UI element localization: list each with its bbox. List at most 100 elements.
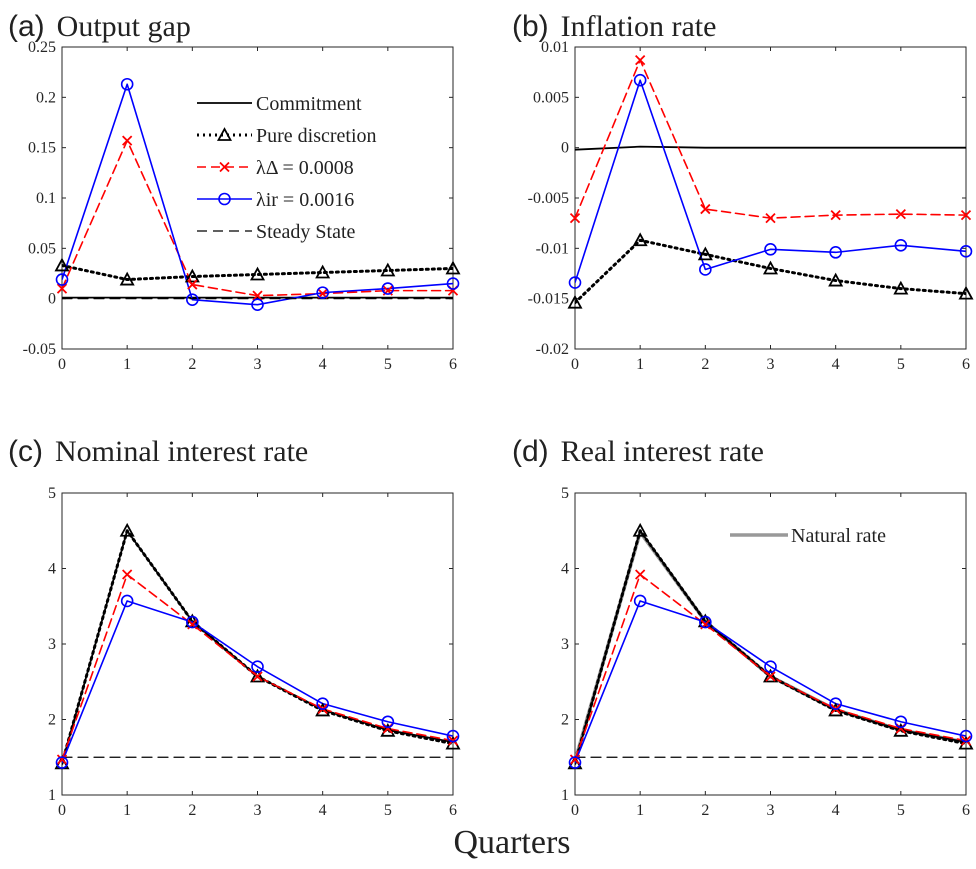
axes-box: [574, 46, 967, 350]
data-point-lambda_delta: [569, 212, 581, 224]
data-point-lambda_delta: [960, 209, 972, 221]
panel-title: (b) Inflation rate: [512, 10, 716, 43]
data-point-lambda_ir: [251, 660, 264, 673]
series-line-commitment: [575, 529, 966, 765]
legend-label-pure_discretion: Pure discretion: [256, 125, 377, 147]
y-tick-label: -0.01: [536, 240, 569, 257]
y-tick-label: 0.005: [533, 89, 569, 106]
series-line-lambda_delta: [575, 59, 966, 219]
series-group: [62, 529, 453, 765]
data-point-pure_discretion: [315, 264, 331, 279]
y-tick-label: 0.2: [36, 89, 56, 106]
data-point-lambda_ir: [446, 277, 460, 290]
x-axis-label: Quarters: [453, 824, 570, 861]
data-point-lambda_delta: [635, 569, 646, 580]
panel-2: (b) Inflation rate 0 1 2 3 4 5 6 -0.02 -0.015 -0.01…: [512, 10, 974, 373]
data-point-lambda_ir: [381, 715, 395, 729]
x-tick-label: 3: [767, 802, 775, 819]
x-tick-label: 0: [58, 802, 66, 819]
y-tick-label: 1: [561, 787, 569, 804]
y-tick-label: -0.005: [528, 190, 569, 207]
data-point-lambda_ir: [959, 245, 973, 258]
panel-title-text: Real interest rate: [561, 435, 764, 468]
series-group: [575, 529, 966, 765]
data-point-lambda_delta: [569, 754, 581, 765]
series-line-pure_discretion: [62, 529, 453, 765]
panel-title-text: Nominal interest rate: [55, 435, 308, 468]
data-point-lambda_ir: [568, 756, 582, 769]
data-point-lambda_ir: [186, 615, 199, 629]
panel-title-text: Inflation rate: [561, 10, 717, 43]
data-point-pure_discretion: [762, 260, 779, 275]
series-line-natural_rate: [575, 530, 966, 763]
data-point-pure_discretion: [184, 268, 200, 283]
x-tick-label: 0: [58, 356, 66, 373]
data-point-pure_discretion: [119, 522, 135, 537]
x-tick-label: 2: [701, 802, 709, 819]
data-point-lambda_ir: [633, 594, 647, 608]
x-tick-label: 3: [767, 356, 775, 373]
x-tick-label: 4: [319, 356, 327, 373]
x-tick-label: 4: [319, 802, 327, 819]
data-point-lambda_ir: [55, 273, 69, 286]
x-tick-label: 2: [188, 356, 196, 373]
data-point-lambda_delta: [447, 735, 459, 746]
data-point-lambda_delta: [895, 208, 906, 220]
data-point-lambda_ir: [120, 594, 134, 608]
x-tick-label: 2: [701, 356, 709, 373]
y-tick-label: -0.015: [528, 291, 569, 308]
series-line-commitment: [62, 529, 453, 765]
panel-letter: (c): [8, 435, 43, 468]
y-tick-label: 0.05: [28, 240, 56, 257]
data-point-lambda_ir: [568, 276, 582, 289]
y-tick-label: -0.05: [23, 341, 56, 358]
data-point-lambda_delta: [56, 283, 68, 294]
data-point-lambda_delta: [765, 212, 776, 224]
x-tick-label: 6: [962, 356, 970, 373]
series-line-commitment: [575, 145, 966, 151]
data-point-lambda_ir: [316, 286, 329, 299]
data-point-lambda_ir: [699, 615, 712, 629]
data-point-pure_discretion: [54, 257, 70, 272]
legend-label-lambda_delta: λΔ = 0.0008: [256, 157, 354, 179]
data-point-lambda_delta: [122, 569, 133, 580]
data-point-lambda_delta: [960, 735, 972, 746]
legend-label-steady_state: Steady State: [256, 221, 356, 243]
data-point-lambda_ir: [446, 729, 460, 743]
x-tick-label: 6: [962, 802, 970, 819]
y-tick-label: 5: [48, 485, 56, 502]
series-line-pure_discretion: [62, 263, 453, 282]
y-tick-label: 3: [48, 636, 56, 653]
data-point-pure_discretion: [828, 272, 844, 287]
x-tick-label: 5: [384, 356, 392, 373]
data-point-pure_discretion: [315, 702, 331, 717]
data-point-pure_discretion: [958, 285, 974, 300]
panel-title-text: Output gap: [57, 10, 191, 43]
data-point-lambda_delta: [252, 290, 263, 301]
y-tick-label: 4: [561, 561, 569, 578]
data-point-lambda_ir: [381, 282, 395, 295]
panel-title: (a) Output gap: [8, 10, 191, 43]
data-point-lambda_ir: [120, 77, 134, 91]
x-tick-label: 4: [832, 802, 840, 819]
x-tick-label: 3: [254, 802, 262, 819]
data-point-lambda_ir: [764, 243, 777, 256]
series-line-lambda_ir: [62, 83, 453, 306]
y-tick-label: 0: [48, 291, 56, 308]
panel-title: (d) Real interest rate: [512, 435, 764, 468]
series-line-lambda_ir: [575, 79, 966, 284]
x-tick-label: 4: [832, 356, 840, 373]
panel-letter: (b): [512, 10, 549, 43]
data-point-lambda_delta: [122, 135, 133, 146]
x-tick-label: 1: [123, 356, 131, 373]
x-tick-label: 1: [123, 802, 131, 819]
y-tick-label: 5: [561, 485, 569, 502]
data-point-lambda_delta: [56, 754, 68, 765]
x-tick-label: 1: [636, 356, 644, 373]
axes-box: [574, 492, 967, 796]
y-tick-label: 0: [561, 140, 569, 157]
x-tick-label: 5: [897, 356, 905, 373]
x-tick-label: 5: [897, 802, 905, 819]
